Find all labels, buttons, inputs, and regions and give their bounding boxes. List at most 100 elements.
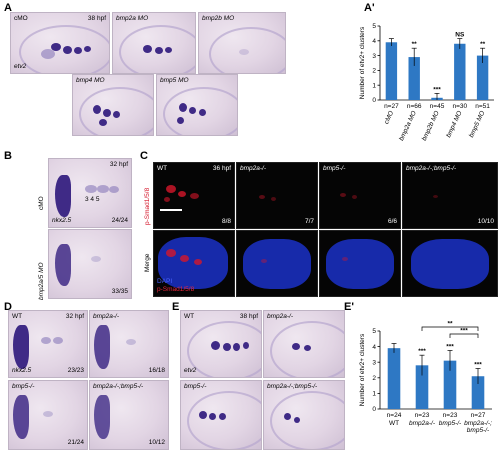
panel-c-merge-double bbox=[402, 230, 498, 297]
cluster bbox=[292, 343, 300, 350]
panel-e-image-wt: WT 38 hpf etv2 bbox=[180, 310, 262, 378]
signal bbox=[259, 195, 265, 199]
bar bbox=[408, 57, 420, 100]
signal bbox=[342, 257, 348, 261]
stain bbox=[41, 49, 55, 59]
significance-label: NS bbox=[455, 32, 465, 39]
stage-label: 38 hpf bbox=[87, 15, 106, 22]
panel-a-image-bmp2a: bmp2a MO bbox=[112, 12, 196, 74]
stage-label: 36 hpf bbox=[212, 165, 231, 172]
x-tick-label: bmp2b MO bbox=[421, 110, 441, 142]
panel-c-merge-wt: DAPI p-Smad1/5/8 bbox=[153, 230, 235, 297]
tissue-outline bbox=[209, 27, 285, 73]
stain bbox=[126, 339, 136, 345]
signal bbox=[271, 197, 276, 201]
cluster bbox=[74, 47, 82, 54]
panel-letter-c: C bbox=[140, 150, 148, 162]
gene-label: nkx2.5 bbox=[12, 366, 32, 374]
genotype-label: bmp5-/- bbox=[323, 165, 346, 172]
panel-letter-a-prime: A' bbox=[364, 2, 375, 14]
cluster bbox=[93, 105, 101, 114]
cluster bbox=[284, 413, 291, 420]
panel-e-image-bmp5: bmp5-/- bbox=[180, 380, 262, 450]
significance-bracket bbox=[421, 326, 479, 331]
cluster bbox=[211, 341, 220, 350]
count-label: 23/23 bbox=[67, 366, 84, 374]
scale-bar bbox=[160, 209, 182, 211]
stain bbox=[109, 186, 119, 193]
y-tick-label: 4 bbox=[372, 344, 376, 351]
bracket-label: ** bbox=[447, 321, 453, 328]
panel-e-image-bmp2a: bmp2a-/- bbox=[263, 310, 345, 378]
x-tick-label: bmp2a-/-; bbox=[464, 420, 492, 427]
cluster bbox=[294, 417, 300, 423]
bar bbox=[385, 42, 398, 100]
tissue-outline bbox=[19, 25, 109, 73]
panel-b-image-bmp2a5: 33/35 bbox=[48, 229, 132, 299]
tissue-outline bbox=[187, 391, 261, 449]
y-tick-label: 2 bbox=[372, 375, 376, 382]
panel-a-image-bmp4: bmp4 MO bbox=[72, 74, 154, 136]
side-label-bmp2a5-mo: bmp2a/5 MO bbox=[38, 262, 45, 300]
genotype-label: bmp2a-/- bbox=[93, 313, 120, 320]
bar bbox=[443, 360, 457, 409]
panel-c-merge-bmp5 bbox=[319, 230, 401, 297]
side-label-psmad: p-Smad1/5/8 bbox=[144, 187, 151, 225]
signal bbox=[261, 259, 267, 263]
panel-a-image-bmp2b: bmp2b MO bbox=[198, 12, 286, 74]
y-tick-label: 0 bbox=[372, 406, 376, 413]
stain bbox=[85, 185, 97, 193]
count-label: 10/12 bbox=[148, 438, 165, 446]
cluster bbox=[103, 109, 111, 117]
significance-label: ** bbox=[480, 41, 486, 48]
y-tick-label: 5 bbox=[372, 328, 376, 335]
dapi-signal bbox=[243, 239, 311, 289]
stain bbox=[41, 337, 51, 344]
genotype-label: bmp2a-/-;bmp5-/- bbox=[93, 383, 144, 390]
stain bbox=[43, 411, 53, 417]
dapi-signal bbox=[158, 237, 228, 289]
tissue-outline bbox=[187, 321, 261, 377]
genotype-label: bmp2a-/- bbox=[240, 165, 267, 172]
side-label-merge: Merge bbox=[144, 253, 151, 272]
stage-label: 38 hpf bbox=[239, 313, 258, 320]
cluster bbox=[199, 411, 207, 419]
bar bbox=[454, 43, 466, 100]
label-bmp2a-mo: bmp2a MO bbox=[116, 15, 149, 22]
cluster bbox=[165, 47, 172, 53]
n-label: n=66 bbox=[407, 103, 422, 110]
stain bbox=[53, 337, 63, 344]
cluster bbox=[99, 119, 107, 126]
gene-label: etv2 bbox=[14, 62, 27, 70]
n-label: n=51 bbox=[475, 103, 490, 110]
genotype-label: bmp2a-/-;bmp5-/- bbox=[406, 165, 457, 172]
tissue-outline bbox=[270, 391, 344, 449]
count-label: 21/24 bbox=[67, 438, 84, 446]
panel-c-psmad-bmp5: bmp5-/- 6/6 bbox=[319, 162, 401, 229]
signal bbox=[164, 197, 170, 202]
significance-label: ** bbox=[412, 41, 418, 48]
genotype-label: WT bbox=[157, 165, 168, 172]
panel-d-image-bmp2a: bmp2a-/- 16/18 bbox=[89, 310, 169, 378]
bracket-label: *** bbox=[460, 328, 468, 335]
cluster bbox=[179, 103, 187, 112]
genotype-label: bmp5-/- bbox=[12, 383, 35, 390]
y-tick-label: 2 bbox=[372, 68, 376, 75]
stain bbox=[13, 395, 29, 439]
signal bbox=[178, 191, 186, 197]
y-tick-label: 1 bbox=[372, 82, 376, 89]
signal bbox=[352, 195, 357, 199]
stage-label: 32 hpf bbox=[109, 161, 128, 168]
panel-letter-e: E bbox=[172, 301, 180, 313]
bar bbox=[387, 348, 401, 409]
genotype-label: bmp2a-/- bbox=[267, 313, 294, 320]
panel-d-image-bmp5: bmp5-/- 21/24 bbox=[8, 380, 88, 450]
x-tick-label: bmp5 MO bbox=[468, 110, 486, 139]
count-label: 6/6 bbox=[387, 217, 397, 225]
side-label-cmo: cMO bbox=[38, 196, 45, 210]
panel-a-image-cmo: cMO 38 hpf etv2 bbox=[10, 12, 110, 74]
stain bbox=[55, 244, 71, 286]
label-cmo: cMO bbox=[14, 15, 28, 22]
panel-letter-d: D bbox=[4, 301, 12, 313]
